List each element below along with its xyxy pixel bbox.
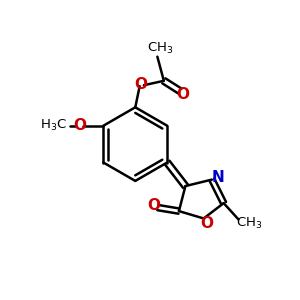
Text: O: O (134, 77, 147, 92)
Text: O: O (201, 216, 214, 231)
Text: O: O (147, 198, 160, 213)
Text: O: O (73, 118, 86, 133)
Text: O: O (176, 87, 189, 102)
Text: H$_3$C: H$_3$C (40, 118, 68, 133)
Text: CH$_3$: CH$_3$ (147, 41, 173, 56)
Text: N: N (212, 170, 224, 185)
Text: CH$_3$: CH$_3$ (236, 216, 263, 231)
